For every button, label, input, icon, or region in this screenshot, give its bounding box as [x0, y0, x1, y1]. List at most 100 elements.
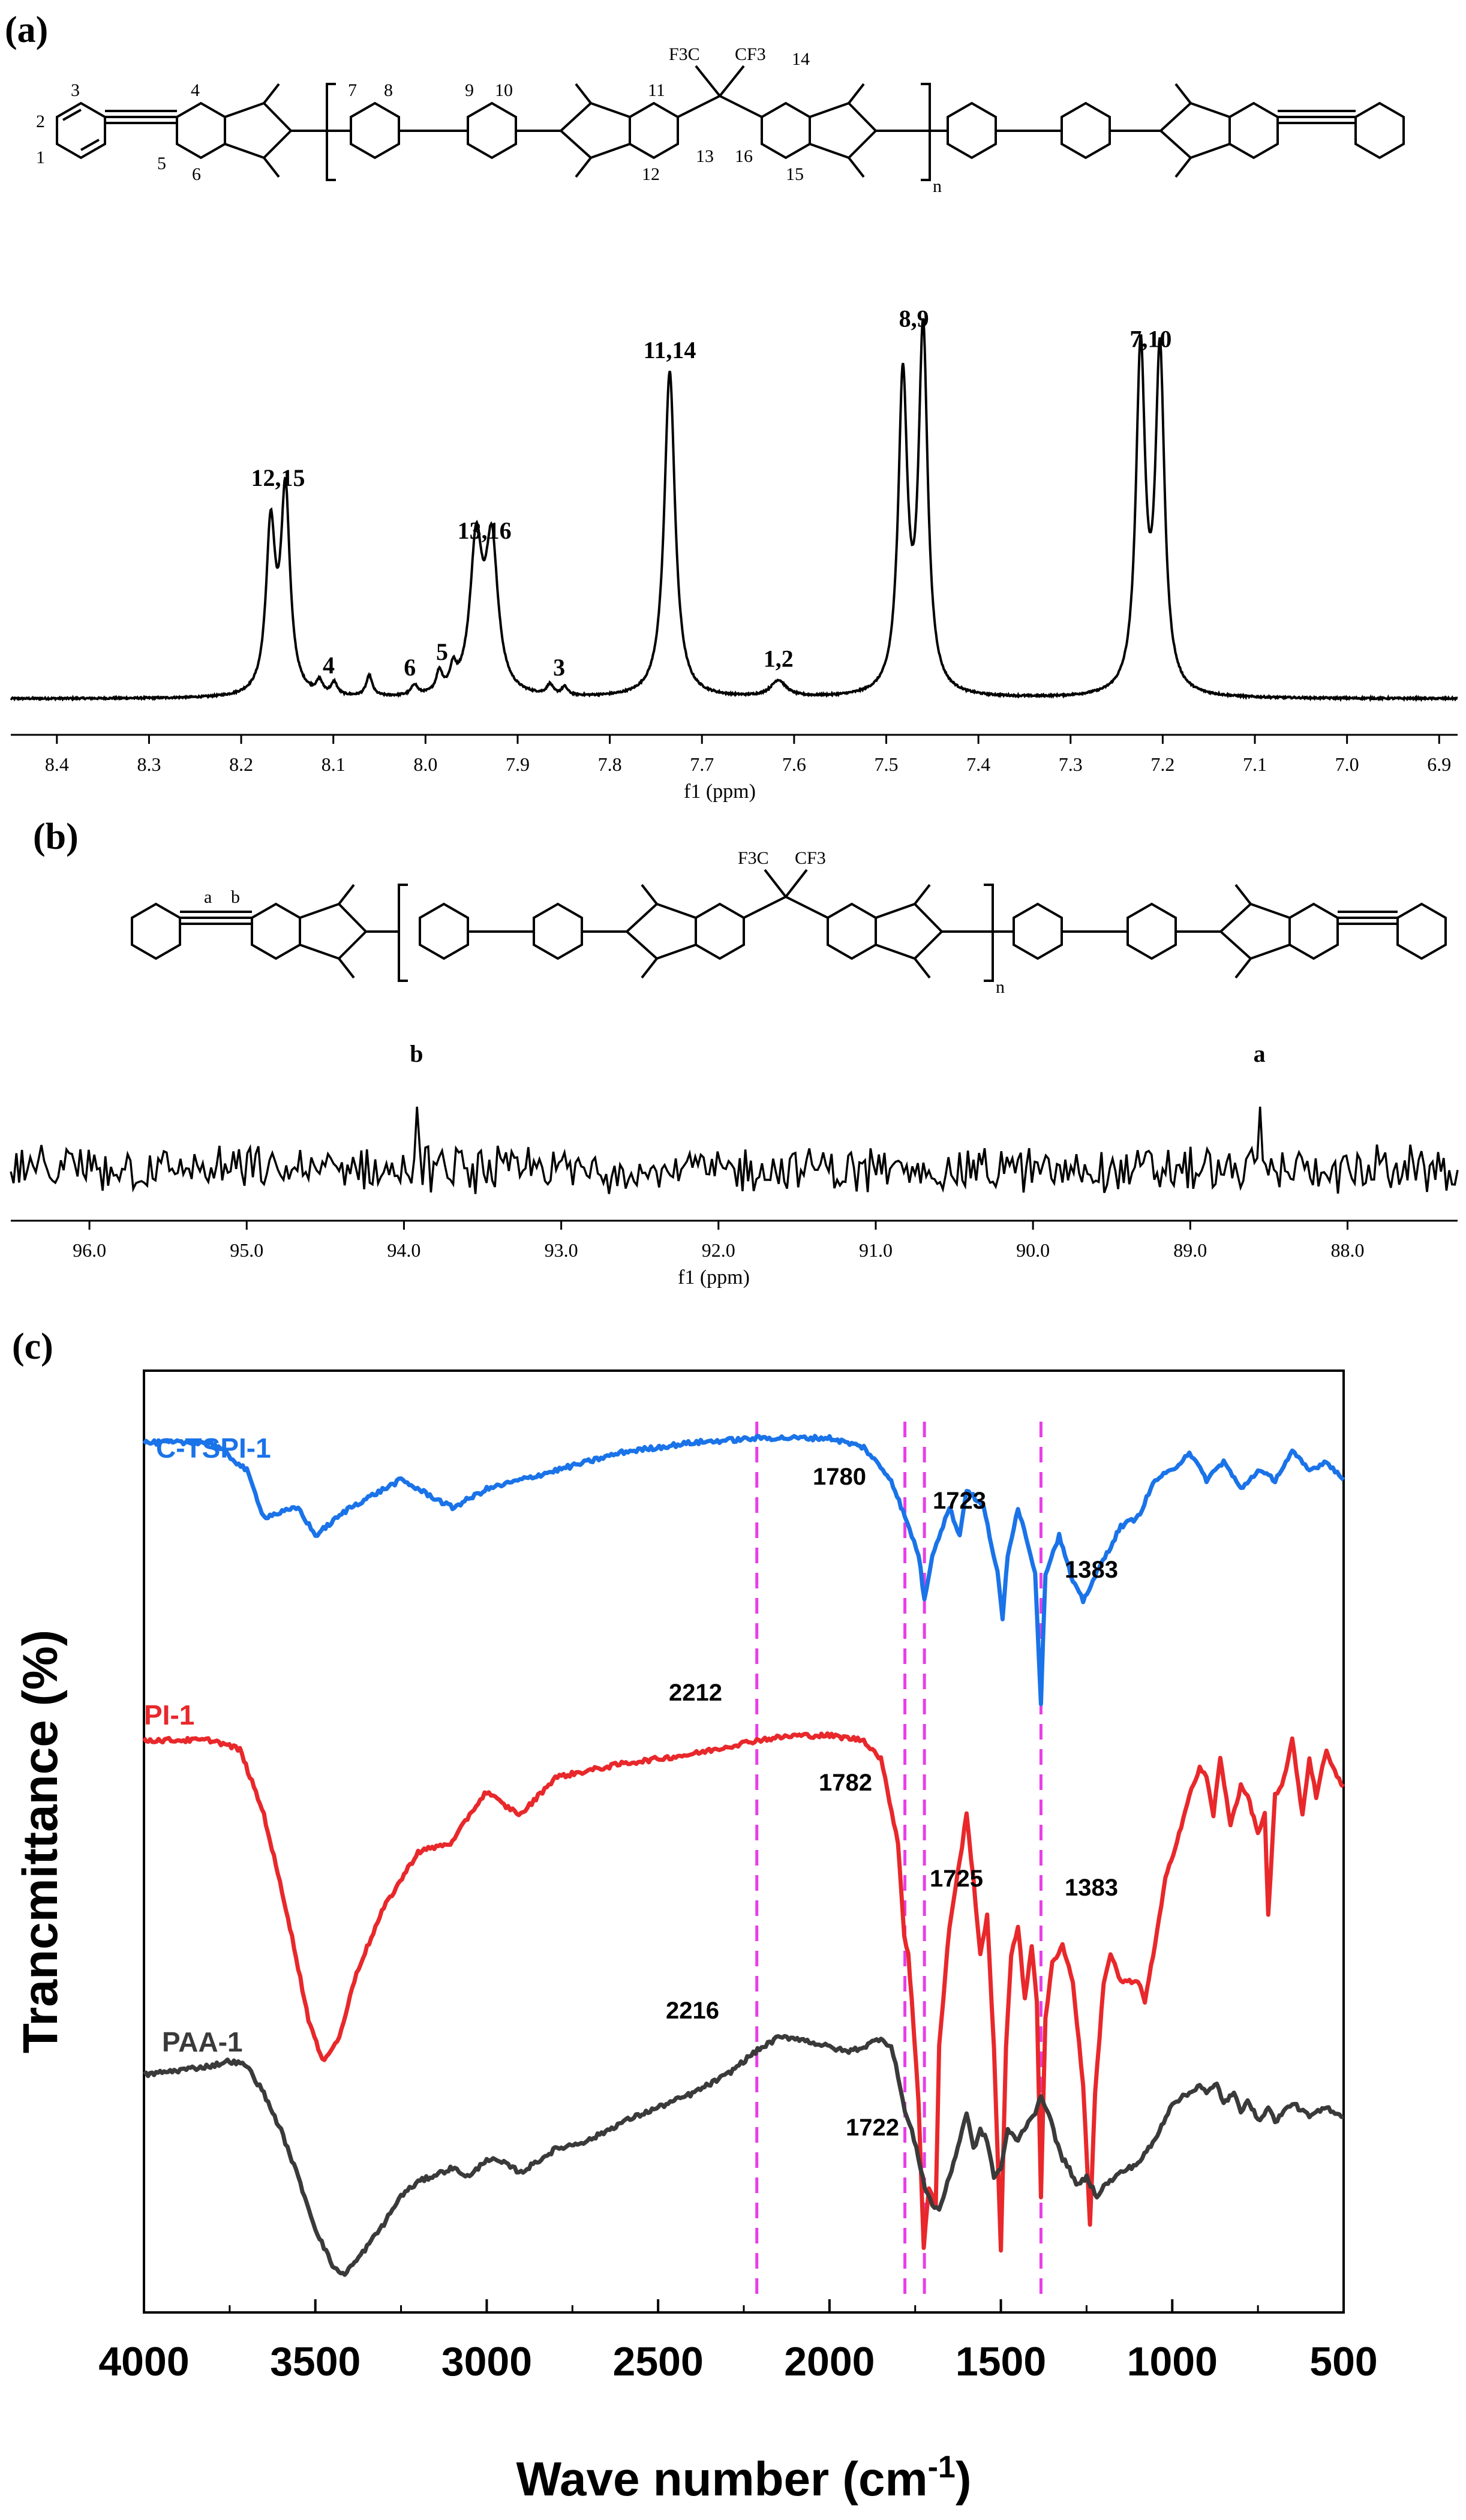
spectrum-b-tick-label: 89.0 — [1173, 1239, 1207, 1261]
struct-num-13: 13 — [696, 146, 714, 166]
struct-group-cf3: CF3 — [735, 44, 766, 64]
spectrum-a-peak-label: 4 — [323, 652, 335, 679]
spectrum-a-tick-label: 7.8 — [598, 753, 622, 775]
spectrum-a-tick-label: 7.0 — [1335, 753, 1359, 775]
spectrum-b-tick-label: 93.0 — [545, 1239, 578, 1261]
ir-series — [142, 1434, 1345, 2277]
ir-peak-label: 1782 — [819, 1770, 872, 1796]
spectrum-a-peak-label: 12,15 — [251, 464, 305, 491]
ir-tick-label: 500 — [1309, 2339, 1377, 2384]
spectrum-a-peak-label: 6 — [404, 654, 416, 681]
structure-b — [131, 869, 1447, 982]
spectrum-a-annotations: 12,15 4 65 13,16 3 11,14 1,2 8,9 7,10 — [251, 305, 1172, 681]
struct-num-9: 9 — [465, 80, 474, 100]
struct-num-8: 8 — [384, 80, 393, 100]
ir-series-label: PAA-1 — [162, 2026, 243, 2058]
struct-b-repeat-n: n — [996, 977, 1005, 997]
spectrum-b-line — [10, 1106, 1459, 1194]
panel-a: (a) — [5, 10, 1458, 803]
ir-peak-label: 1383 — [1065, 1875, 1118, 1901]
spectrum-b-tick-label: 96.0 — [73, 1239, 106, 1261]
ir-series-labels: C-TSPI-1 PI-1 PAA-1 — [144, 1432, 271, 2058]
spectrum-a-peak-label: 5 — [436, 638, 448, 665]
struct-b-carbon-a: a — [204, 887, 212, 907]
struct-num-10: 10 — [495, 80, 513, 100]
ir-series-label: PI-1 — [144, 1699, 194, 1731]
ir-annotations: 1780 1723 1383 2212 1782 1725 1383 2216 1722 — [666, 1464, 1118, 2141]
ir-tick-label: 1500 — [956, 2339, 1046, 2384]
ir-plot-frame — [143, 1369, 1345, 2314]
spectrum-b-tick-label: 88.0 — [1330, 1239, 1364, 1261]
ir-peak-label: 2212 — [669, 1680, 722, 1706]
panel-b: (b) — [10, 816, 1459, 1288]
struct-num-12: 12 — [642, 164, 660, 184]
ir-tick-label: 4000 — [98, 2339, 189, 2384]
struct-num-7: 7 — [348, 80, 357, 100]
struct-b-group-f3c: F3C — [738, 848, 769, 868]
spectrum-b-xlabel: f1 (ppm) — [678, 1266, 750, 1288]
ir-peak-label: 1722 — [846, 2114, 899, 2141]
spectrum-a-line — [10, 318, 1458, 702]
struct-num-4: 4 — [191, 80, 200, 100]
struct-b-carbon-b: b — [231, 887, 240, 907]
spectrum-a-xlabel: f1 (ppm) — [684, 780, 756, 803]
struct-num-3: 3 — [71, 80, 80, 100]
ir-series-c-tspi-1 — [142, 1434, 1345, 1707]
structure-b-labels: a b F3C CF3 n — [204, 848, 1005, 997]
ir-peak-label: 1725 — [930, 1866, 983, 1892]
spectrum-a-tick-label: 8.1 — [322, 753, 346, 775]
spectrum-a-tick-label: 7.5 — [874, 753, 898, 775]
spectrum-a-tick-label: 6.9 — [1427, 753, 1451, 775]
spectrum-a-peak-label: 7,10 — [1129, 326, 1171, 353]
panel-a-label: (a) — [5, 10, 48, 50]
spectrum-a-peak-label: 11,14 — [644, 337, 696, 364]
spectrum-b-tick-label: 95.0 — [230, 1239, 263, 1261]
ir-ylabel: Trancmittance (%) — [13, 1630, 68, 2053]
spectrum-a-tick-label: 8.2 — [229, 753, 253, 775]
struct-num-5: 5 — [157, 154, 166, 173]
ir-series-paa-1 — [142, 2034, 1344, 2277]
spectrum-a-tick-label: 7.3 — [1059, 753, 1083, 775]
struct-group-f3c: F3C — [669, 44, 700, 64]
struct-num-6: 6 — [192, 164, 201, 184]
struct-repeat-n: n — [933, 176, 942, 196]
ir-series-pi-1 — [142, 1731, 1345, 2253]
spectrum-a-tick-label: 8.4 — [45, 753, 69, 775]
ir-peak-label: 1780 — [813, 1464, 866, 1490]
struct-num-2: 2 — [36, 112, 45, 131]
struct-num-15: 15 — [786, 164, 804, 184]
spectrum-b-peak-label: b — [410, 1040, 423, 1067]
ir-xlabel: Wave number (cm-1) — [516, 2450, 972, 2506]
spectrum-a-peak-label: 1,2 — [764, 645, 794, 672]
ir-peak-label: 2216 — [666, 1998, 719, 2024]
struct-num-1: 1 — [36, 148, 45, 167]
struct-num-16: 16 — [735, 146, 753, 166]
spectrum-a-tick-label: 7.1 — [1243, 753, 1267, 775]
spectrum-a-tick-label: 8.0 — [413, 753, 437, 775]
spectrum-a-ticks: 8.4 8.3 8.2 8.1 8.0 7.9 7.8 7.7 7.6 7.5 7.4 7.3 7.2 7… — [45, 735, 1451, 775]
spectrum-a-tick-label: 8.3 — [137, 753, 161, 775]
struct-num-14: 14 — [792, 49, 810, 69]
structure-a — [56, 65, 1405, 181]
ir-peak-label: 1383 — [1065, 1557, 1118, 1583]
spectrum-a-tick-label: 7.7 — [690, 753, 714, 775]
ir-tick-label: 2500 — [613, 2339, 704, 2384]
spectrum-b-tick-label: 94.0 — [387, 1239, 420, 1261]
panel-c: (c) 4000 3500 3000 2500 2000 1500 1000 500 1780… — [12, 1326, 1378, 2506]
ir-tick-label: 3000 — [441, 2339, 532, 2384]
spectrum-a-tick-label: 7.2 — [1150, 753, 1174, 775]
panel-b-label: (b) — [33, 816, 79, 857]
struct-num-11: 11 — [648, 80, 665, 100]
panel-c-label: (c) — [12, 1326, 53, 1367]
structure-a-labels: 1 2 3 4 5 6 7 8 9 10 11 12 13 14 15 16 F… — [36, 44, 942, 196]
spectrum-a-tick-label: 7.9 — [506, 753, 530, 775]
ir-ticks: 4000 3500 3000 2500 2000 1500 1000 500 — [98, 2299, 1378, 2384]
spectrum-b-tick-label: 91.0 — [859, 1239, 893, 1261]
spectrum-b-peak-label: a — [1254, 1040, 1266, 1067]
ir-tick-label: 2000 — [784, 2339, 875, 2384]
spectrum-a-peak-label: 13,16 — [458, 517, 512, 544]
spectrum-a-tick-label: 7.6 — [782, 753, 806, 775]
ir-series-label: C-TSPI-1 — [156, 1432, 271, 1464]
